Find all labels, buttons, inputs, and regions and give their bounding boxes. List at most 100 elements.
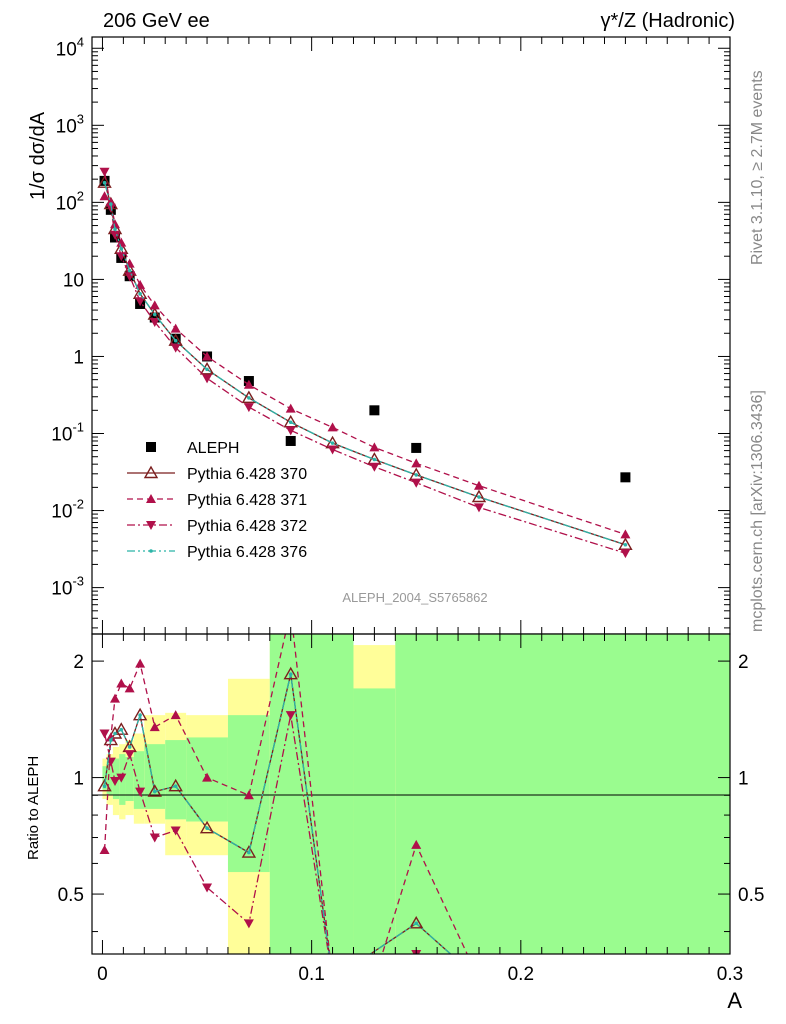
main-data-point (369, 442, 380, 452)
main-data-point (623, 542, 628, 547)
main-data-point (135, 297, 146, 307)
main-data-point (369, 462, 380, 472)
main-y-tick-label: 1 (73, 347, 84, 368)
ratio-y-tick-label-right: 0.5 (738, 885, 764, 906)
ratio-panel: 0.5 0.5 1 1 2 2 0 0.1 0.2 0.3 Ratio to ALEPH A (25, 37, 764, 1013)
main-series-2 (99, 191, 631, 539)
main-data-point (372, 457, 377, 462)
main-series-0 (99, 175, 631, 483)
ratio-data-point (283, 666, 298, 680)
main-series-line (103, 182, 626, 546)
x-tick-label: 0.3 (717, 964, 743, 985)
main-data-point (411, 478, 422, 488)
ratio-data-point (110, 693, 121, 703)
ratio-data-point (168, 778, 183, 792)
main-data-point (285, 435, 296, 446)
main-data-point (149, 300, 160, 310)
ratio-data-point (124, 683, 135, 693)
ratio-data-point (149, 833, 160, 843)
x-tick-label: 0.1 (298, 964, 324, 985)
ratio-y-tick-label: 2 (73, 652, 84, 673)
main-data-point (473, 480, 484, 490)
side-label-upper: Rivet 3.1.10, ≥ 2.7M events (749, 70, 766, 265)
main-y-tick-label: 10 (63, 270, 84, 291)
main-data-point (124, 272, 135, 282)
legend-marker (146, 442, 156, 452)
ratio-data-point (138, 713, 142, 717)
legend-marker (146, 494, 156, 503)
ratio-data-point (99, 844, 110, 854)
main-series-4 (102, 180, 628, 547)
main-data-point (414, 473, 419, 477)
main-data-point (369, 405, 380, 416)
main-series-line (103, 171, 626, 554)
ratio-series-3 (102, 672, 452, 954)
main-series-line (103, 182, 626, 546)
ratio-band-green (144, 744, 166, 809)
ratio-data-point (135, 658, 146, 668)
x-tick-label: 0.2 (508, 964, 534, 985)
main-data-point (205, 367, 209, 372)
x-tick-label: 0 (97, 964, 108, 985)
main-data-point (99, 175, 110, 186)
ratio-data-point (149, 722, 160, 732)
ratio-y-tick-label: 1 (73, 769, 84, 790)
legend-label: Pythia 6.428 376 (187, 544, 307, 561)
ratio-data-point (127, 745, 132, 749)
legend-marker (146, 521, 156, 530)
main-data-point (285, 426, 296, 436)
main-data-point (620, 529, 631, 539)
main-data-point (620, 549, 631, 559)
legend-entry: Pythia 6.428 372 (127, 518, 307, 535)
main-data-point (285, 403, 296, 413)
ratio-data-point (135, 787, 146, 797)
legend-label: ALEPH (187, 440, 239, 457)
ratio-data-point (173, 784, 178, 789)
main-data-point (202, 374, 213, 384)
main-data-point (327, 445, 338, 455)
main-data-point (327, 422, 338, 432)
main-data-point (138, 292, 142, 296)
legend-entry: Pythia 6.428 371 (127, 492, 307, 509)
main-data-point (247, 396, 251, 400)
main-series-3 (99, 167, 631, 559)
legend-entry: Pythia 6.428 370 (127, 465, 307, 483)
main-data-point (477, 495, 481, 499)
ratio-series-2 (99, 711, 422, 954)
ratio-y-tick-label: 0.5 (58, 885, 84, 906)
ratio-data-point (102, 784, 107, 789)
main-data-point (170, 323, 181, 333)
ratio-series-1 (99, 634, 468, 954)
ratio-data-point (202, 883, 213, 893)
ratio-data-point (110, 776, 121, 786)
legend-label: Pythia 6.428 370 (187, 466, 307, 483)
main-data-point (102, 180, 107, 185)
main-data-point (243, 379, 254, 389)
main-data-point (202, 351, 213, 361)
main-data-point (116, 237, 127, 247)
ratio-data-point (114, 722, 129, 735)
main-data-point (99, 191, 110, 201)
ratio-data-point (411, 839, 422, 849)
main-data-point (110, 219, 121, 229)
ratio-data-point (152, 789, 157, 794)
ratio-data-point (243, 790, 254, 800)
main-data-point (149, 312, 160, 323)
ratio-data-point (132, 707, 148, 721)
main-data-point (127, 268, 132, 273)
main-data-point (471, 489, 487, 503)
main-data-point (243, 403, 254, 413)
main-data-point (411, 458, 422, 468)
ratio-data-point (119, 727, 124, 732)
main-data-point (170, 333, 181, 344)
ratio-band-green (353, 688, 396, 954)
legend-label: Pythia 6.428 371 (187, 492, 307, 509)
ratio-frame (91, 633, 731, 955)
main-y-tick-label: 104 (56, 34, 84, 60)
legend-entry: ALEPH (146, 440, 239, 457)
x-axis-label: A (727, 988, 742, 1013)
ratio-y-tick-label-right: 2 (738, 652, 749, 673)
main-data-point (330, 441, 335, 445)
ratio-data-point (109, 738, 113, 742)
